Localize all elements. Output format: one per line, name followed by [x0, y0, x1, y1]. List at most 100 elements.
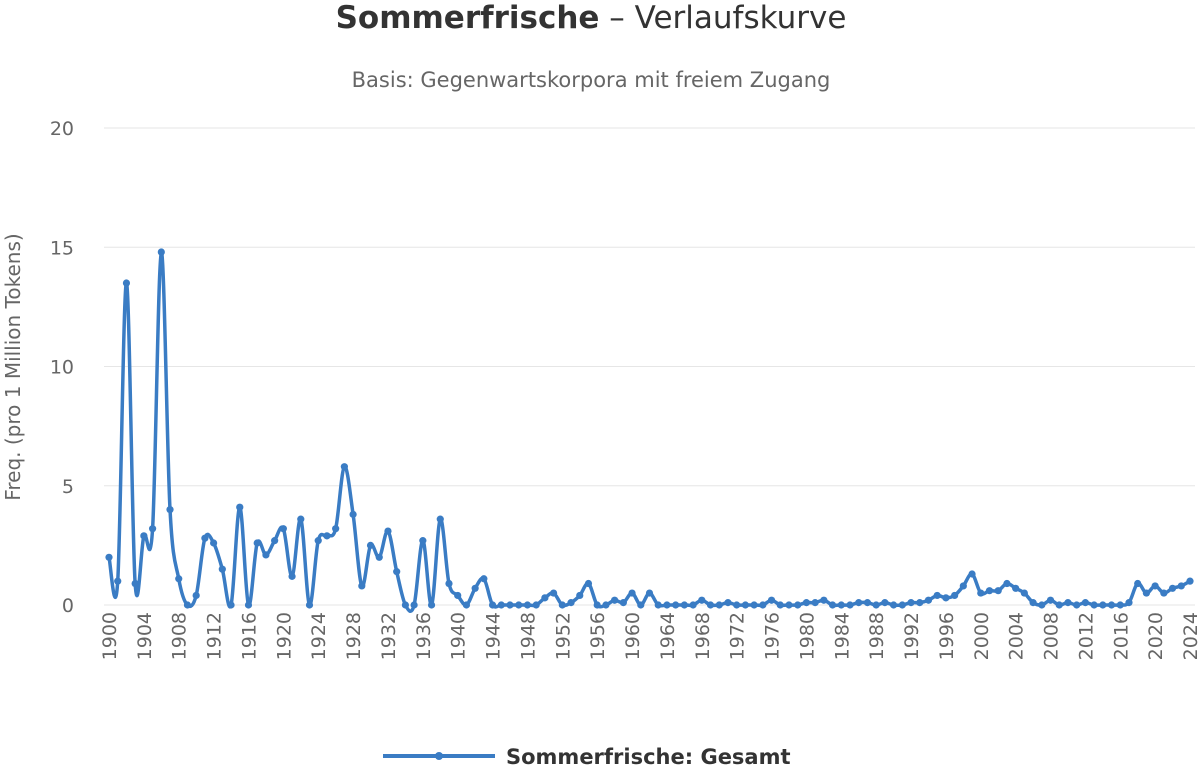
data-point-2021[interactable] [1160, 589, 1168, 597]
data-point-2007[interactable] [1038, 601, 1046, 609]
data-point-1961[interactable] [637, 601, 645, 609]
data-point-1986[interactable] [855, 599, 863, 607]
data-point-1970[interactable] [715, 601, 723, 609]
data-point-1912[interactable] [210, 539, 218, 547]
data-point-2016[interactable] [1116, 601, 1124, 609]
data-point-1947[interactable] [515, 601, 523, 609]
data-point-1998[interactable] [959, 582, 967, 590]
data-point-1966[interactable] [680, 601, 688, 609]
data-point-1922[interactable] [297, 515, 305, 523]
data-point-1929[interactable] [358, 582, 366, 590]
data-point-1930[interactable] [366, 541, 375, 549]
data-point-1904[interactable] [140, 532, 148, 540]
data-point-1987[interactable] [863, 599, 872, 607]
data-point-1981[interactable] [811, 599, 819, 607]
data-point-1992[interactable] [907, 599, 915, 607]
data-point-1991[interactable] [898, 601, 906, 609]
data-point-2004[interactable] [1012, 584, 1020, 592]
data-point-1931[interactable] [375, 553, 383, 561]
data-point-1927[interactable] [340, 463, 348, 471]
data-point-2020[interactable] [1151, 582, 1159, 590]
data-point-1921[interactable] [288, 572, 296, 580]
data-point-1938[interactable] [436, 515, 444, 523]
data-point-1923[interactable] [305, 601, 314, 609]
data-point-1983[interactable] [828, 601, 837, 609]
data-point-1953[interactable] [567, 599, 575, 607]
data-point-1985[interactable] [846, 601, 854, 609]
data-point-1980[interactable] [802, 599, 811, 607]
data-point-1994[interactable] [924, 596, 933, 604]
data-point-1995[interactable] [933, 591, 941, 600]
data-point-2015[interactable] [1107, 601, 1116, 609]
data-point-1903[interactable] [131, 579, 139, 588]
data-point-2013[interactable] [1090, 601, 1098, 609]
data-point-1988[interactable] [872, 601, 880, 609]
data-point-1973[interactable] [741, 601, 750, 609]
data-point-1918[interactable] [262, 551, 270, 559]
data-point-1969[interactable] [706, 601, 715, 609]
data-point-1933[interactable] [393, 568, 401, 576]
data-point-1907[interactable] [166, 506, 174, 514]
data-point-1989[interactable] [881, 599, 889, 607]
data-point-2000[interactable] [977, 589, 985, 597]
data-point-2022[interactable] [1168, 584, 1177, 592]
data-point-1935[interactable] [410, 601, 418, 609]
data-point-1944[interactable] [488, 601, 497, 609]
data-point-1990[interactable] [890, 601, 898, 609]
data-point-2006[interactable] [1029, 599, 1037, 607]
data-point-1905[interactable] [148, 525, 157, 533]
data-point-1958[interactable] [611, 596, 619, 604]
legend[interactable]: Sommerfrische: Gesamt [383, 745, 791, 766]
data-point-2023[interactable] [1177, 582, 1185, 590]
data-point-1965[interactable] [672, 601, 680, 609]
data-point-1906[interactable] [157, 248, 165, 256]
data-point-1952[interactable] [558, 601, 566, 609]
data-point-1978[interactable] [785, 601, 793, 609]
data-point-1957[interactable] [602, 601, 610, 609]
data-point-2010[interactable] [1064, 599, 1072, 607]
data-point-1984[interactable] [837, 601, 845, 609]
data-point-1915[interactable] [236, 503, 244, 511]
data-point-1951[interactable] [550, 589, 558, 597]
data-point-1911[interactable] [201, 534, 209, 542]
data-point-2024[interactable] [1186, 577, 1194, 585]
data-point-1937[interactable] [427, 601, 436, 609]
data-point-1949[interactable] [532, 601, 540, 609]
data-point-1932[interactable] [384, 527, 392, 535]
data-point-2008[interactable] [1046, 596, 1055, 604]
data-point-1976[interactable] [767, 596, 776, 604]
data-point-1962[interactable] [645, 589, 654, 597]
data-point-1968[interactable] [698, 596, 706, 604]
data-point-1910[interactable] [192, 591, 200, 600]
data-point-1975[interactable] [759, 601, 767, 609]
data-point-1902[interactable] [122, 279, 131, 287]
data-point-1908[interactable] [175, 575, 183, 583]
data-point-1920[interactable] [279, 525, 287, 533]
data-point-1917[interactable] [253, 539, 261, 547]
data-point-1940[interactable] [454, 591, 462, 600]
data-point-1959[interactable] [619, 599, 627, 607]
data-point-1928[interactable] [349, 510, 357, 518]
data-point-2005[interactable] [1020, 589, 1028, 597]
data-point-2012[interactable] [1081, 599, 1089, 607]
data-point-1942[interactable] [471, 584, 479, 592]
data-point-1979[interactable] [794, 601, 802, 609]
data-point-1909[interactable] [183, 601, 192, 609]
data-point-1936[interactable] [419, 537, 427, 545]
data-point-1996[interactable] [942, 594, 950, 602]
data-point-1999[interactable] [968, 570, 976, 578]
data-point-1925[interactable] [323, 532, 331, 540]
data-point-2014[interactable] [1099, 601, 1107, 609]
data-point-1960[interactable] [628, 589, 636, 597]
data-point-1950[interactable] [541, 594, 549, 602]
data-point-1954[interactable] [576, 591, 584, 600]
data-point-1926[interactable] [332, 525, 340, 533]
data-point-1982[interactable] [820, 596, 828, 604]
data-point-1997[interactable] [951, 591, 959, 600]
data-point-1913[interactable] [218, 565, 226, 573]
data-point-1919[interactable] [271, 537, 279, 545]
data-point-1914[interactable] [227, 601, 235, 609]
data-point-1901[interactable] [114, 577, 122, 585]
data-point-2003[interactable] [1003, 579, 1011, 588]
data-point-1941[interactable] [462, 601, 471, 609]
